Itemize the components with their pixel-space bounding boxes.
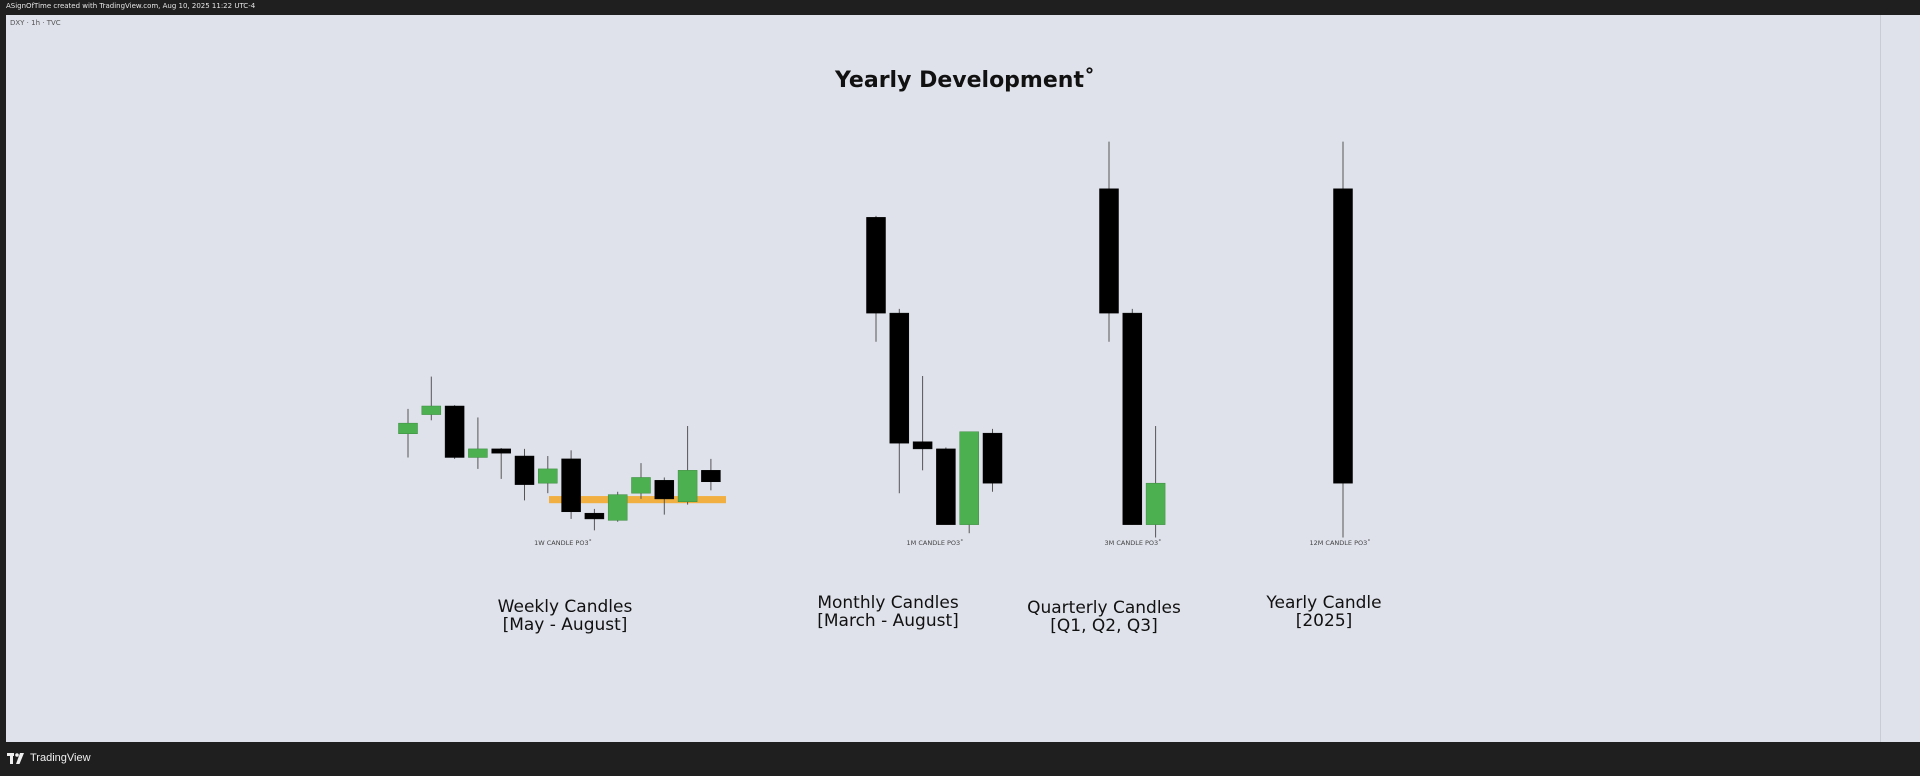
chart-area[interactable]: DXY · 1h · TVC [6,15,1880,742]
candle-body [912,441,933,450]
candle-body [677,470,698,503]
candle-body [538,468,558,484]
group-caption-line1: Monthly Candles [817,593,959,613]
time-axis[interactable] [6,727,1880,742]
credit-text: ASignOfTime created with TradingView.com… [6,2,256,10]
candle-body [468,448,488,458]
candle-body [584,512,605,520]
top-bar: ASignOfTime created with TradingView.com… [0,0,1920,15]
candle-body [982,432,1003,484]
candle-body [654,480,675,500]
candle-body [1333,188,1353,484]
symbol-label: DXY · 1h · TVC [10,19,61,27]
candle-body [421,405,442,415]
group-caption-line2: [2025] [1296,611,1353,631]
candles [398,141,1353,538]
tradingview-brand: TradingView [30,752,91,764]
candle-body [631,477,651,494]
candle-body [514,455,535,485]
candle-body [398,422,418,434]
candle-body [701,470,721,483]
group-caption-line2: [March - August] [817,611,959,631]
bottom-bar: TradingView [0,742,1920,776]
candle-body [561,458,581,513]
candle-po3-label: 1M CANDLE PO3˚ [907,539,964,547]
group-caption-line1: Yearly Candle [1265,593,1381,613]
candle-body [959,431,979,525]
highlight-zone-rect [549,496,726,504]
tradingview-logo[interactable]: TradingView [7,752,91,764]
group-caption-line1: Quarterly Candles [1027,598,1181,618]
group-caption-line1: Weekly Candles [498,597,633,617]
candle-body [607,494,628,521]
candle-po3-label: 1W CANDLE PO3˚ [534,539,592,547]
price-axis[interactable] [1880,15,1920,742]
candle-body [936,448,956,525]
candle-body [866,217,886,314]
group-caption-line2: [May - August] [503,615,628,635]
candle-body [1122,312,1143,525]
chart-title: Yearly Development˚ [834,68,1095,93]
highlight-zone [549,496,726,504]
candle-body [444,405,465,458]
candle-body [1145,482,1166,525]
captions: 1W CANDLE PO3˚ Weekly Candles[May - Augus… [498,539,1382,636]
candle-body [889,312,910,444]
tradingview-logo-icon [7,752,24,764]
candle-body [1099,188,1119,314]
candle-po3-label: 12M CANDLE PO3˚ [1309,539,1370,547]
candle-body [491,448,511,454]
group-caption-line2: [Q1, Q2, Q3] [1050,616,1157,636]
candle-po3-label: 3M CANDLE PO3˚ [1105,539,1162,547]
